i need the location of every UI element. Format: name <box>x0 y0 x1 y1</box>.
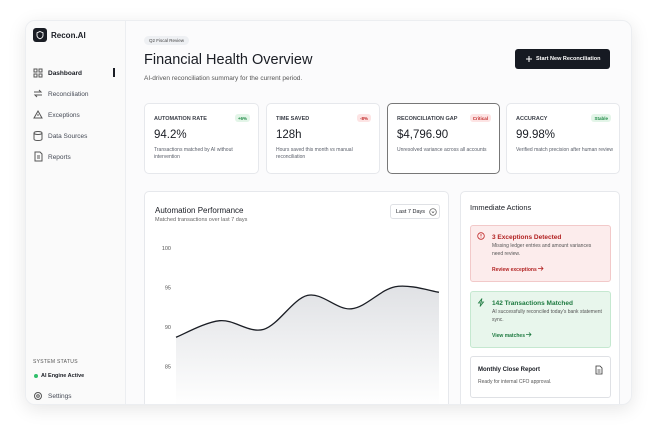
actions-title: Immediate Actions <box>470 203 532 212</box>
alert-link[interactable]: Review exceptions <box>492 266 544 273</box>
alert-link[interactable]: View matches <box>492 332 532 339</box>
range-label: Last 7 Days <box>396 209 426 215</box>
arrow-icon <box>538 266 544 271</box>
alert-text: AI successfully reconciled today's bank … <box>492 309 602 323</box>
kpi-tag: Stable <box>591 114 611 122</box>
alert-exceptions: 3 Exceptions Detected Missing ledger ent… <box>470 225 611 282</box>
period-badge: Q2 Fiscal Review <box>144 36 190 45</box>
kpi-card: AUTOMATION RATE +6% 94.2% Transactions mat… <box>144 103 259 174</box>
kpi-label: AUTOMATION RATE <box>154 116 207 122</box>
actions-card: Immediate Actions 3 Exceptions Detected … <box>460 191 620 404</box>
chart-title: Automation Performance <box>155 206 244 215</box>
y-tick-label: 100 <box>162 246 171 252</box>
start-button[interactable]: Start New Reconciliation <box>515 49 610 69</box>
bolt-icon <box>477 298 485 307</box>
arrow-icon <box>526 332 532 337</box>
main: Q2 Fiscal Review Financial Health Overvi… <box>126 21 631 405</box>
nav-item[interactable]: Dashboard <box>48 70 82 77</box>
active-indicator <box>113 68 115 77</box>
report-text: Ready for internal CFO approval. <box>478 379 552 385</box>
app-window: Recon.AI Dashboard Reconciliation Except… <box>25 20 632 405</box>
nav-item[interactable]: Reconciliation <box>48 91 89 98</box>
alert-matched: 142 Transactions Matched AI successfully… <box>470 291 611 348</box>
kpi-note: Transactions matched by AI without inter… <box>154 147 233 160</box>
y-tick-label: 95 <box>165 286 171 292</box>
doc-icon <box>595 365 603 375</box>
kpi-label: TIME SAVED <box>276 116 310 122</box>
link-label: View matches <box>492 333 525 339</box>
chart-card: Automation Performance Matched transacti… <box>144 191 449 405</box>
line <box>175 285 440 338</box>
kpi-label: ACCURACY <box>516 116 548 122</box>
kpi-value: 99.98% <box>516 129 556 141</box>
sidebar: Recon.AI Dashboard Reconciliation Except… <box>26 21 126 404</box>
status: AI Engine Active <box>41 373 85 379</box>
alert-title: 3 Exceptions Detected <box>492 234 562 241</box>
area-fill <box>176 286 439 404</box>
alert-title: 142 Transactions Matched <box>492 300 573 307</box>
kpi-card: TIME SAVED -8% 128h Hours saved this month… <box>266 103 380 174</box>
y-tick-label: 80 <box>165 404 171 405</box>
report-item[interactable]: Monthly Close Report Ready for internal … <box>470 356 611 398</box>
nav-item[interactable]: Data Sources <box>48 133 88 140</box>
plus-icon <box>526 56 532 62</box>
chevron-icon <box>429 208 437 216</box>
range-select[interactable]: Last 7 Days <box>390 204 440 219</box>
status-dot <box>34 374 38 378</box>
kpi-tag: -8% <box>356 114 371 122</box>
nav-icons <box>33 68 43 162</box>
kpi-label: RECONCILIATION GAP <box>397 116 458 122</box>
alert-text: Missing ledger entries and amount varian… <box>492 243 592 257</box>
link-label: Review exceptions <box>492 267 537 273</box>
alert-icon <box>477 232 485 240</box>
kpi-tag: +6% <box>234 114 250 122</box>
kpi-card: RECONCILIATION GAP Critical $4,796.90 Unre… <box>387 103 500 174</box>
page-subtitle: AI-driven reconciliation summary for the… <box>144 75 303 82</box>
settings[interactable]: Settings <box>48 393 72 400</box>
nav-item[interactable]: Exceptions <box>48 112 80 119</box>
kpi-note: Hours saved this month vs manual reconci… <box>276 147 353 160</box>
report-title: Monthly Close Report <box>478 367 541 373</box>
status-label: SYSTEM STATUS <box>33 359 78 365</box>
kpi-note: Verified match precision after human rev… <box>516 147 613 153</box>
kpi-value: $4,796.90 <box>397 129 449 141</box>
y-tick-label: 90 <box>165 325 171 331</box>
nav-item[interactable]: Reports <box>48 154 71 161</box>
brand-logo <box>33 28 47 42</box>
chart: 80 85 90 95 100 <box>162 246 440 405</box>
kpi-value: 128h <box>276 129 302 141</box>
logo-icon <box>36 31 44 40</box>
settings-icon <box>34 392 42 400</box>
kpi-card: ACCURACY Stable 99.98% Verified match prec… <box>506 103 620 174</box>
kpi-note: Unresolved variance across all accounts <box>397 147 487 153</box>
page-title: Financial Health Overview <box>144 52 313 68</box>
kpi-tag: Critical <box>469 114 491 122</box>
chart-subtitle: Matched transactions over last 7 days <box>155 217 248 223</box>
kpi-value: 94.2% <box>154 129 187 141</box>
brand-name: Recon.AI <box>51 31 86 40</box>
button-label: Start New Reconciliation <box>536 56 601 62</box>
y-tick-label: 85 <box>165 365 171 371</box>
